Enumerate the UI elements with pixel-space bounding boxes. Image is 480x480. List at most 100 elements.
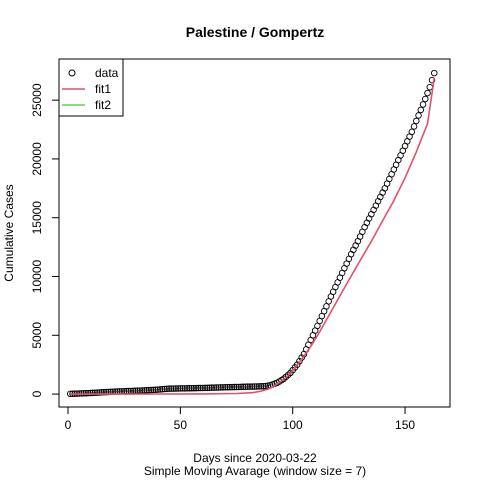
data-point xyxy=(147,386,155,394)
legend-box xyxy=(58,58,124,117)
x-tick-label-1: 50 xyxy=(174,418,188,432)
data-point xyxy=(262,382,269,390)
data-point xyxy=(244,383,252,390)
series-points-data xyxy=(66,69,438,398)
data-point xyxy=(426,83,434,91)
data-point xyxy=(165,385,173,392)
data-point xyxy=(428,76,436,84)
data-point xyxy=(219,384,227,391)
data-point xyxy=(419,101,427,108)
y-tick-label-1: 5000 xyxy=(30,322,44,349)
data-point xyxy=(240,383,247,391)
data-point xyxy=(195,384,202,392)
data-point xyxy=(163,385,171,393)
data-point xyxy=(242,383,249,390)
data-point xyxy=(231,383,238,391)
data-point xyxy=(415,112,422,119)
data-point xyxy=(80,390,87,397)
y-axis: 0 5000 10000 15000 20000 25000 xyxy=(30,83,60,397)
data-point xyxy=(253,383,260,390)
legend-label-fit1: fit1 xyxy=(95,82,111,96)
data-point xyxy=(422,95,429,103)
data-point xyxy=(408,128,416,136)
y-tick-label-4: 20000 xyxy=(30,142,44,176)
data-point xyxy=(255,383,263,390)
data-point xyxy=(152,386,159,393)
data-point xyxy=(257,383,265,390)
data-point xyxy=(183,385,191,392)
data-point xyxy=(417,106,425,114)
x-tick-label-2: 100 xyxy=(283,418,303,432)
data-point xyxy=(154,386,162,393)
data-point xyxy=(159,385,166,393)
data-point xyxy=(280,375,287,383)
data-point xyxy=(82,389,90,397)
data-point xyxy=(204,384,211,392)
data-point xyxy=(282,373,290,381)
x-axis-label: Days since 2020-03-22 xyxy=(193,451,317,465)
data-point xyxy=(190,384,198,392)
data-point xyxy=(237,383,245,391)
data-point xyxy=(188,384,195,392)
y-tick-label-3: 15000 xyxy=(30,201,44,235)
data-point xyxy=(156,386,164,393)
data-point xyxy=(410,123,418,130)
data-point xyxy=(235,383,243,391)
data-point xyxy=(96,389,103,396)
data-point xyxy=(208,384,216,391)
data-point xyxy=(168,385,175,392)
data-point xyxy=(413,117,420,125)
series-line-fit1 xyxy=(70,77,436,395)
data-point xyxy=(206,384,213,391)
data-point xyxy=(100,388,108,396)
data-point xyxy=(145,386,153,394)
data-point xyxy=(217,384,225,391)
legend-symbol-data xyxy=(68,69,76,77)
x-tick-label-0: 0 xyxy=(65,418,72,432)
data-point xyxy=(424,89,431,97)
data-point xyxy=(141,387,148,394)
data-point xyxy=(228,383,236,391)
data-point xyxy=(213,384,220,391)
data-point xyxy=(222,383,229,391)
legend-label-fit2: fit2 xyxy=(95,98,111,112)
y-tick-label-2: 10000 xyxy=(30,259,44,293)
data-point xyxy=(215,384,222,391)
data-point xyxy=(91,389,99,396)
data-point xyxy=(226,383,234,391)
plot-area xyxy=(66,69,438,398)
data-point xyxy=(161,385,168,393)
data-point xyxy=(233,383,240,391)
x-tick-label-3: 150 xyxy=(395,418,415,432)
data-point xyxy=(177,385,184,392)
y-tick-label-0: 0 xyxy=(30,390,44,397)
data-point xyxy=(174,385,182,392)
data-point xyxy=(170,385,177,392)
data-point xyxy=(93,389,101,396)
data-point xyxy=(431,69,438,77)
data-point xyxy=(210,384,218,391)
legend: data fit1 fit2 xyxy=(58,58,124,117)
data-point xyxy=(246,383,254,390)
data-point xyxy=(172,385,180,392)
data-point xyxy=(181,385,189,392)
y-axis-label: Cumulative Cases xyxy=(2,184,16,281)
data-point xyxy=(284,371,292,379)
data-point xyxy=(143,387,150,394)
data-point xyxy=(98,389,105,396)
legend-label-data: data xyxy=(95,66,119,80)
data-point xyxy=(150,386,157,394)
data-point xyxy=(197,384,204,392)
data-point xyxy=(293,361,301,368)
x-axis: 0 50 100 150 xyxy=(65,406,415,432)
chart-title: Palestine / Gompertz xyxy=(186,24,324,40)
data-point xyxy=(296,357,303,365)
data-point xyxy=(249,383,256,390)
data-point xyxy=(192,384,200,392)
y-tick-label-5: 25000 xyxy=(30,83,44,117)
data-point xyxy=(251,383,258,390)
data-point xyxy=(224,383,231,391)
chart-subtitle: Simple Moving Avarage (window size = 7) xyxy=(144,464,366,478)
data-point xyxy=(186,384,193,392)
